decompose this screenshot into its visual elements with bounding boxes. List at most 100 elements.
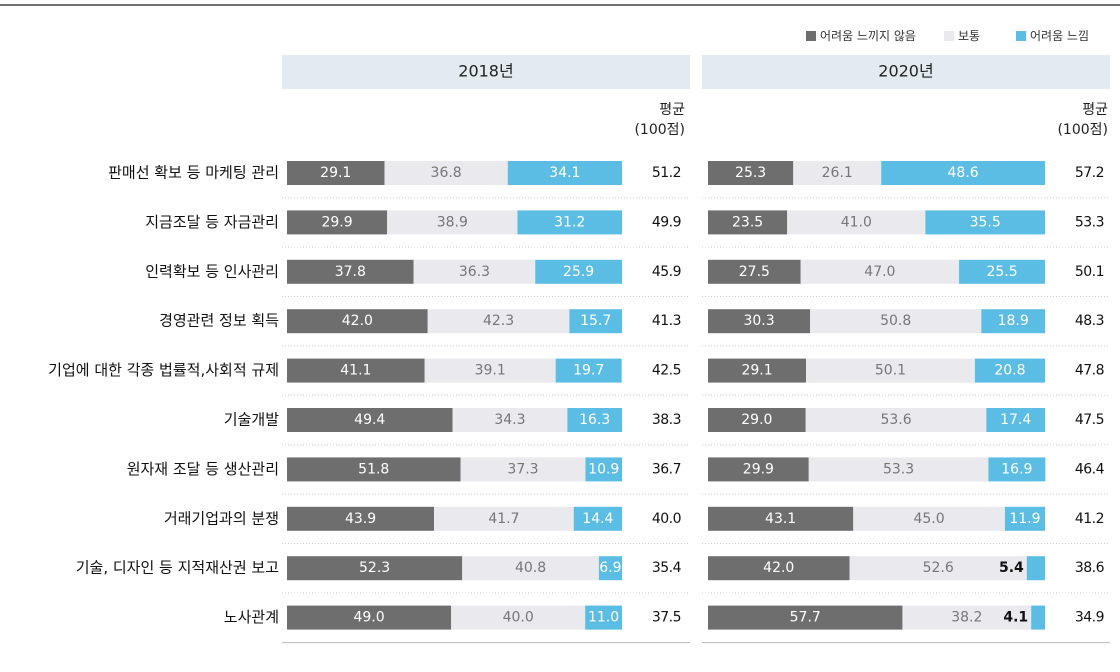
value-label: 36.8 (431, 165, 462, 181)
bar-segment (460, 457, 586, 482)
bar-segment (507, 161, 622, 185)
bar-segment (452, 408, 568, 432)
average-value: 42.5 (652, 363, 681, 379)
legend-label: 보통 (958, 29, 980, 43)
value-label: 15.7 (580, 313, 611, 329)
legend-label: 어려움 느끼지 않음 (820, 29, 916, 43)
value-label: 42.0 (342, 313, 373, 329)
average-value: 53.3 (1075, 214, 1104, 230)
bar-segment (708, 556, 850, 581)
value-label: 51.8 (358, 461, 389, 477)
value-label: 43.1 (765, 511, 796, 527)
bar-segment (287, 309, 428, 334)
value-label: 40.0 (503, 610, 534, 626)
bar-segment (1004, 506, 1045, 531)
value-label: 5.4 (999, 560, 1024, 576)
average-header: 평균 (659, 102, 685, 118)
value-label: 53.3 (883, 461, 914, 477)
value-label: 34.1 (549, 165, 580, 181)
value-label: 38.9 (437, 214, 468, 230)
panel-title: 2018년 (458, 62, 513, 81)
category-label: 판매선 확보 등 마케팅 관리 (108, 164, 279, 182)
value-label: 41.0 (841, 214, 872, 230)
average-value: 49.9 (652, 214, 681, 230)
bar-segment (517, 210, 622, 235)
category-label: 경영관련 정보 획득 (159, 312, 279, 330)
bar-segment (451, 605, 586, 630)
bar-segment (535, 259, 622, 284)
bar-segment (708, 161, 794, 185)
value-label: 25.9 (563, 264, 594, 280)
value-label: 41.7 (488, 511, 519, 527)
value-label: 29.9 (743, 461, 774, 477)
value-label: 57.7 (790, 610, 821, 626)
value-label: 20.8 (994, 363, 1025, 379)
bar-segment (981, 309, 1045, 334)
value-label: 42.3 (483, 313, 514, 329)
value-label: 52.3 (359, 560, 390, 576)
value-label: 38.2 (951, 610, 982, 626)
average-value: 41.2 (1075, 511, 1104, 527)
value-label: 40.8 (515, 560, 546, 576)
bar-segment (287, 408, 453, 432)
average-value: 50.1 (1075, 264, 1104, 280)
category-label: 노사관계 (224, 608, 279, 626)
average-value: 46.4 (1075, 461, 1105, 477)
bar-segment (849, 556, 1027, 581)
bar-segment (805, 408, 987, 432)
bar-segment (1026, 556, 1045, 581)
bar-segment (708, 259, 801, 284)
value-label: 26.1 (822, 165, 853, 181)
value-label: 37.8 (335, 264, 366, 280)
average-header: 평균 (1082, 102, 1108, 118)
value-label: 29.0 (741, 412, 772, 428)
bar-segment (287, 506, 435, 531)
bar-segment (708, 210, 788, 235)
value-label: 16.3 (579, 412, 610, 428)
value-label: 4.1 (1003, 610, 1028, 626)
bar-segment (988, 457, 1046, 482)
average-value: 34.9 (1075, 610, 1104, 626)
legend-label: 어려움 느낌 (1030, 29, 1089, 43)
value-label: 25.5 (986, 264, 1017, 280)
value-label: 25.3 (735, 165, 766, 181)
bar-segment (986, 408, 1045, 432)
bar-segment (808, 457, 989, 482)
bar-segment (434, 506, 574, 531)
value-label: 37.3 (507, 461, 538, 477)
legend-swatch (1016, 31, 1026, 41)
value-label: 50.8 (880, 313, 911, 329)
value-label: 31.2 (554, 214, 585, 230)
average-value: 36.7 (652, 461, 681, 477)
bar-segment (287, 358, 425, 383)
value-label: 41.1 (340, 363, 371, 379)
value-label: 11.0 (588, 610, 619, 626)
value-label: 30.3 (743, 313, 774, 329)
value-label: 34.3 (494, 412, 525, 428)
bar-segment (387, 210, 518, 235)
bar-segment (569, 309, 622, 334)
panel-title: 2020년 (878, 62, 933, 81)
bar-segment (787, 210, 926, 235)
bar-segment (287, 161, 385, 185)
value-label: 52.6 (923, 560, 954, 576)
bar-segment (810, 309, 982, 334)
average-header: (100점) (634, 122, 685, 138)
panel-header (702, 55, 1110, 89)
bar-segment (287, 605, 452, 630)
panel-header (282, 55, 690, 89)
value-label: 16.9 (1001, 461, 1032, 477)
bar-segment (708, 408, 806, 432)
bar-segment (384, 161, 508, 185)
bar-segment (585, 457, 622, 482)
bar-segment (567, 408, 622, 432)
bar-segment (598, 556, 622, 581)
value-label: 48.6 (948, 165, 979, 181)
value-label: 45.0 (913, 511, 944, 527)
category-label: 원자재 조달 등 생산관리 (127, 460, 279, 478)
average-value: 37.5 (652, 610, 681, 626)
bar-segment (287, 259, 414, 284)
value-label: 29.1 (320, 165, 351, 181)
bar-segment (881, 161, 1045, 185)
